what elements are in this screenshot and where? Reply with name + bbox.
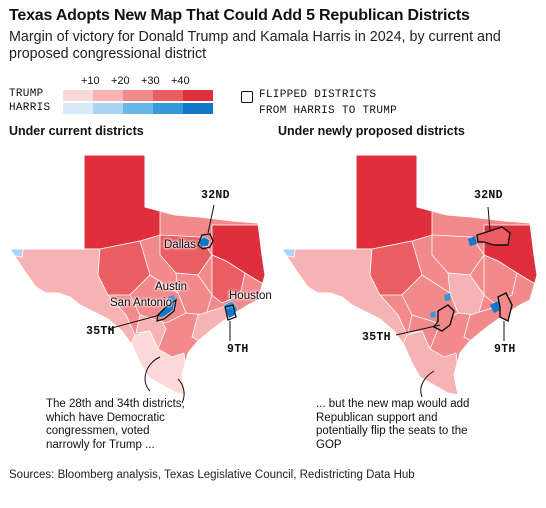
- legend-flipped-line1: FLIPPED DISTRICTS: [259, 89, 377, 101]
- legend-harris-swatch: [63, 103, 93, 114]
- legend-trump-swatch: [93, 90, 123, 101]
- city-label-austin: Austin: [155, 281, 187, 293]
- map-title-current: Under current districts: [9, 124, 144, 138]
- district-label-proposed-35th: 35TH: [362, 331, 391, 344]
- district-label-current-9th: 9TH: [227, 343, 249, 356]
- legend-trump-swatch: [183, 90, 213, 101]
- district-label-proposed-9th: 9TH: [494, 343, 516, 356]
- legend-trump-label: TRUMP: [9, 88, 44, 100]
- city-label-dallas: Dallas: [164, 239, 196, 251]
- legend-tick-label: +10: [81, 75, 100, 87]
- map-proposed: [281, 154, 538, 398]
- district-label-current-32nd: 32ND: [201, 189, 230, 202]
- flipped-district-swatch: [241, 91, 253, 103]
- annotation-proposed: ... but the new map would add Republican…: [316, 398, 470, 451]
- legend: TRUMP HARRIS +10 +20 +30 +40 FLIPPED DISTRI…: [9, 75, 545, 120]
- district-label-proposed-32nd: 32ND: [474, 189, 503, 202]
- legend-tick-label: +40: [171, 75, 190, 87]
- legend-harris-swatch: [153, 103, 183, 114]
- annotation-current: The 28th and 34th districts, which have …: [46, 398, 185, 451]
- chart-subtitle: Margin of victory for Donald Trump and K…: [9, 29, 501, 62]
- legend-harris-swatch: [93, 103, 123, 114]
- map-current: [9, 154, 266, 404]
- map-title-proposed: Under newly proposed districts: [278, 124, 465, 138]
- legend-flipped-line2: FROM HARRIS TO TRUMP: [259, 105, 398, 117]
- city-label-houston: Houston: [229, 290, 272, 302]
- chart-title: Texas Adopts New Map That Could Add 5 Re…: [9, 7, 470, 24]
- legend-trump-swatch: [63, 90, 93, 101]
- legend-tick-label: +20: [111, 75, 130, 87]
- district-label-current-35th: 35TH: [86, 325, 115, 338]
- city-label-san-antonio: San Antonio: [110, 297, 173, 309]
- legend-trump-swatch: [153, 90, 183, 101]
- legend-harris-swatch: [183, 103, 213, 114]
- legend-harris-label: HARRIS: [9, 102, 51, 114]
- legend-harris-swatch: [123, 103, 153, 114]
- legend-trump-swatch: [123, 90, 153, 101]
- source-note: Sources: Bloomberg analysis, Texas Legis…: [9, 469, 415, 481]
- legend-tick-label: +30: [141, 75, 160, 87]
